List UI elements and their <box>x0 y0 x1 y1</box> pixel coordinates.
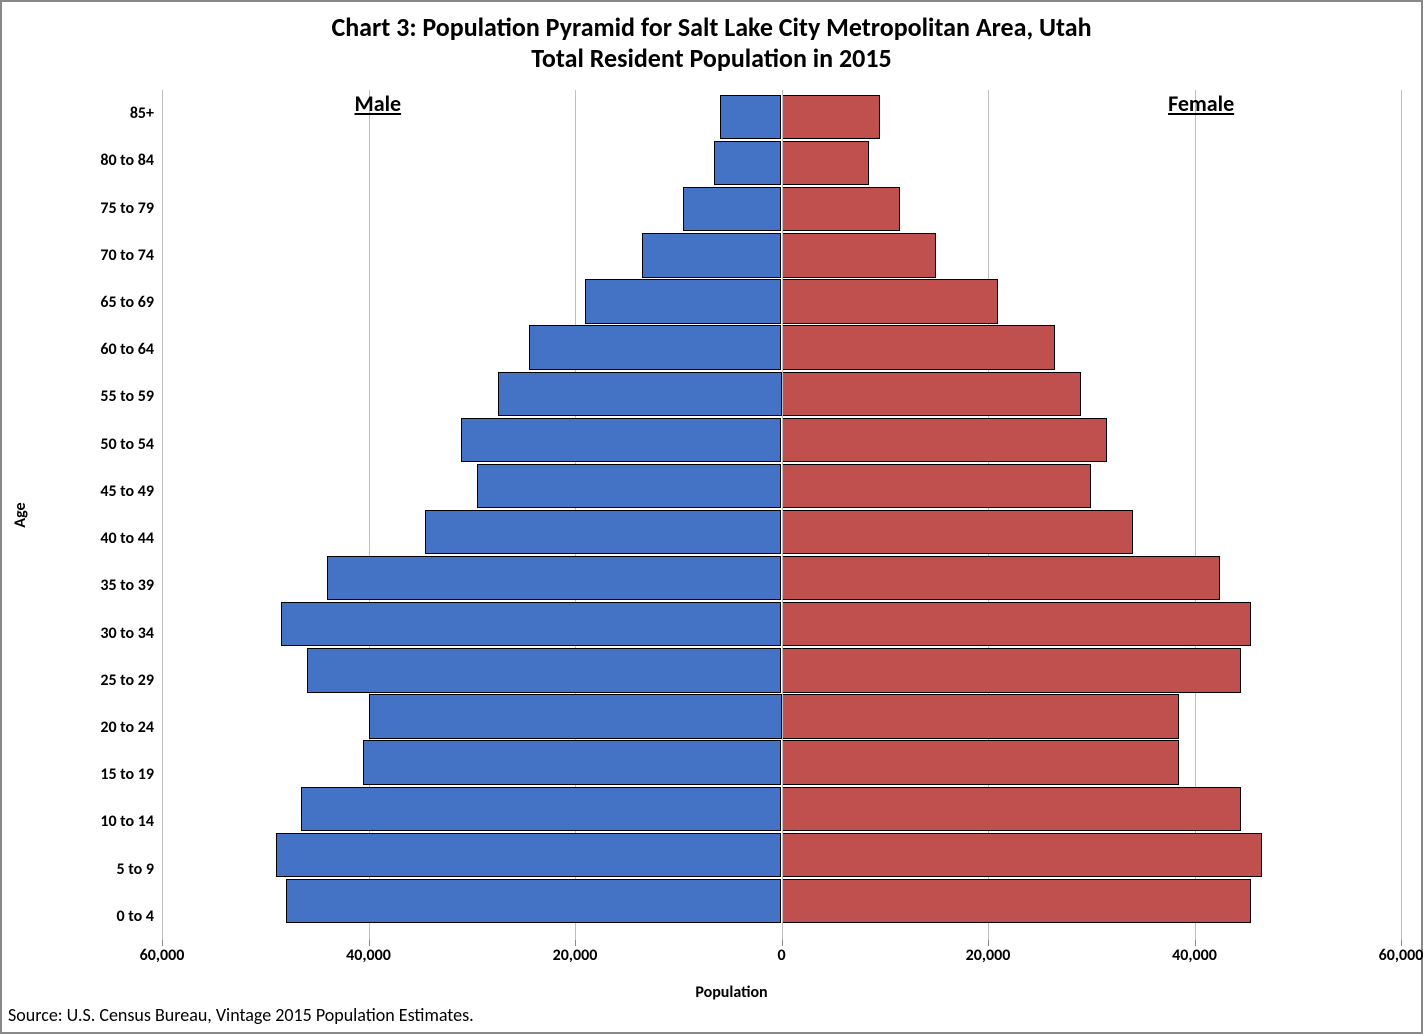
male-bar <box>683 187 781 231</box>
y-tick-label: 85+ <box>62 90 162 137</box>
female-bar <box>782 787 1241 831</box>
x-tick-label: 20,000 <box>553 946 598 965</box>
female-bar <box>782 464 1092 508</box>
y-tick-label: 10 to 14 <box>62 798 162 845</box>
source-text: Source: U.S. Census Bureau, Vintage 2015… <box>8 1004 474 1026</box>
female-bar <box>782 233 937 277</box>
y-tick-label: 65 to 69 <box>62 279 162 326</box>
male-bar <box>461 418 781 462</box>
female-bar <box>782 141 870 185</box>
y-tick-label: 80 to 84 <box>62 137 162 184</box>
zero-line <box>782 90 783 940</box>
x-tick-label: 60,000 <box>140 946 185 965</box>
female-bar <box>782 372 1081 416</box>
male-bar <box>363 740 781 784</box>
x-tick-mark <box>575 940 576 946</box>
plot-area: Age 85+80 to 8475 to 7970 to 7465 to 696… <box>62 90 1401 940</box>
x-tick-label: 20,000 <box>966 946 1011 965</box>
x-tick-mark <box>1401 940 1402 946</box>
y-tick-labels: 85+80 to 8475 to 7970 to 7465 to 6960 to… <box>62 90 162 940</box>
y-tick-label: 25 to 29 <box>62 657 162 704</box>
female-bar <box>782 187 901 231</box>
male-bar <box>286 879 782 923</box>
y-tick-label: 75 to 79 <box>62 184 162 231</box>
y-tick-label: 70 to 74 <box>62 232 162 279</box>
female-label: Female <box>1168 90 1234 117</box>
female-bar <box>782 879 1252 923</box>
female-bar <box>782 602 1252 646</box>
chart-title-line1: Chart 3: Population Pyramid for Salt Lak… <box>2 12 1421 43</box>
y-tick-label: 5 to 9 <box>62 846 162 893</box>
male-bar <box>425 510 781 554</box>
x-tick-mark <box>782 940 783 946</box>
female-bar <box>782 325 1056 369</box>
female-bar <box>782 510 1133 554</box>
chart-title-line2: Total Resident Population in 2015 <box>2 43 1421 74</box>
y-tick-label: 20 to 24 <box>62 704 162 751</box>
y-tick-label: 0 to 4 <box>62 893 162 940</box>
plot: Male Female <box>162 90 1401 940</box>
female-bar <box>782 95 880 139</box>
y-tick-label: 30 to 34 <box>62 609 162 656</box>
x-tick-label: 60,000 <box>1379 946 1423 965</box>
y-tick-label: 35 to 39 <box>62 562 162 609</box>
male-bar <box>714 141 781 185</box>
male-bar <box>585 279 781 323</box>
female-bar <box>782 418 1107 462</box>
female-bar <box>782 648 1241 692</box>
x-tick-label: 40,000 <box>1172 946 1217 965</box>
male-bar <box>369 694 782 738</box>
male-bar <box>301 787 781 831</box>
male-bar <box>529 325 782 369</box>
x-tick-mark <box>369 940 370 946</box>
y-tick-label: 40 to 44 <box>62 515 162 562</box>
chart-frame: Chart 3: Population Pyramid for Salt Lak… <box>0 0 1423 1034</box>
x-axis-label: Population <box>62 983 1401 1002</box>
male-bar <box>276 833 782 877</box>
gridline <box>1401 90 1402 940</box>
y-tick-label: 55 to 59 <box>62 373 162 420</box>
female-bar <box>782 556 1221 600</box>
male-label: Male <box>355 90 402 117</box>
male-bar <box>477 464 782 508</box>
female-bar <box>782 694 1180 738</box>
y-tick-label: 50 to 54 <box>62 421 162 468</box>
female-bar <box>782 279 999 323</box>
x-tick-label: 0 <box>777 946 785 965</box>
y-tick-label: 45 to 49 <box>62 468 162 515</box>
male-bar <box>281 602 782 646</box>
x-tick-label: 40,000 <box>346 946 391 965</box>
male-bar <box>327 556 781 600</box>
x-tick-mark <box>1195 940 1196 946</box>
x-tick-mark <box>988 940 989 946</box>
y-tick-label: 15 to 19 <box>62 751 162 798</box>
y-axis-label: Age <box>11 502 30 527</box>
female-bar <box>782 833 1262 877</box>
y-tick-label: 60 to 64 <box>62 326 162 373</box>
male-bar <box>720 95 782 139</box>
male-bar <box>642 233 781 277</box>
x-tick-labels: 60,00040,00020,000020,00040,00060,000 <box>162 946 1401 970</box>
x-tick-mark <box>162 940 163 946</box>
female-bar <box>782 740 1180 784</box>
male-bar <box>307 648 782 692</box>
chart-title: Chart 3: Population Pyramid for Salt Lak… <box>2 2 1421 74</box>
male-bar <box>498 372 782 416</box>
